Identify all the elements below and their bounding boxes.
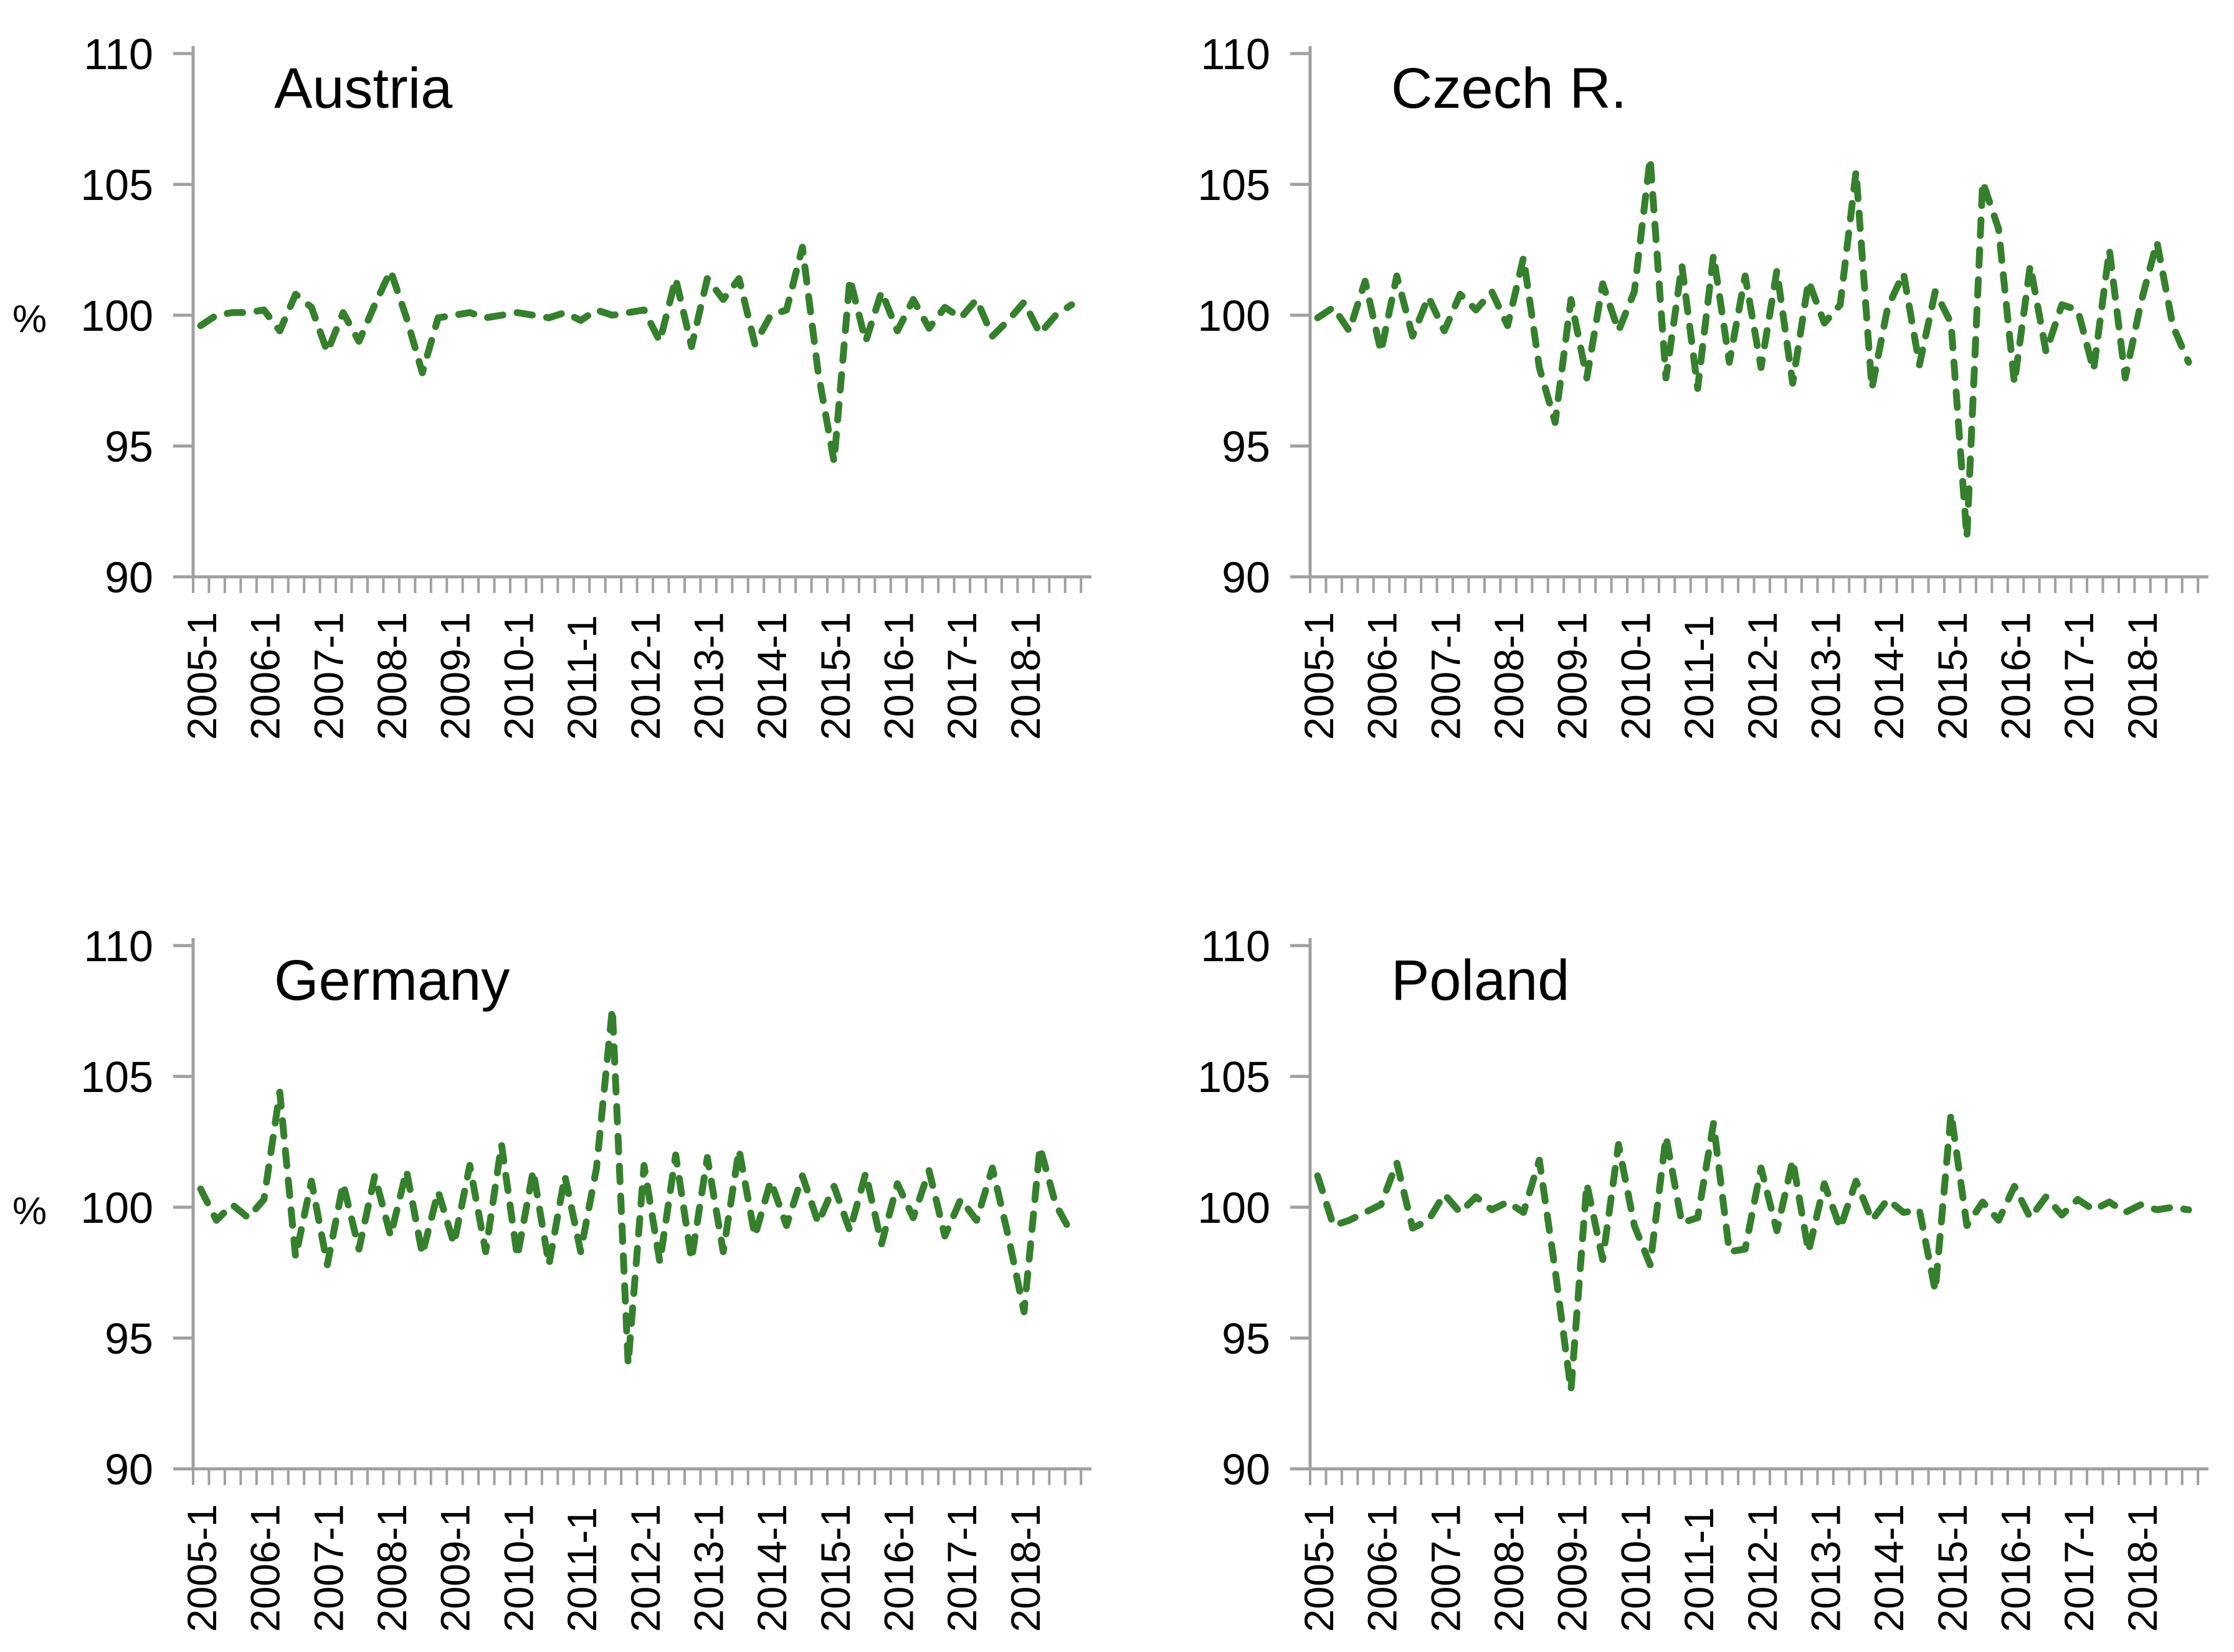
x-tick-label: 2005-1	[1296, 612, 1342, 740]
x-tick-label: 2008-1	[1486, 612, 1532, 740]
chart-title: Germany	[274, 949, 510, 1012]
y-tick-label: 110	[83, 30, 153, 78]
y-tick-label: 105	[1197, 161, 1270, 209]
x-tick-label: 2011-1	[1676, 1507, 1722, 1632]
y-tick-label: 90	[1222, 1445, 1270, 1494]
x-tick-label: 2009-1	[1549, 612, 1595, 740]
x-tick-label: 2007-1	[1422, 1504, 1468, 1632]
x-tick-label: 2016-1	[876, 1504, 922, 1632]
y-tick-label: 100	[80, 1184, 153, 1232]
y-tick-label: 100	[1197, 292, 1270, 340]
x-tick-label: 2010-1	[495, 612, 541, 740]
x-tick-label: 2009-1	[432, 612, 478, 740]
x-tick-label: 2017-1	[939, 1504, 985, 1632]
x-tick-label: 2012-1	[1739, 1504, 1785, 1632]
x-tick-label: 2009-1	[1549, 1504, 1595, 1632]
chart-title: Austria	[274, 57, 453, 120]
y-tick-label: 95	[105, 1314, 153, 1363]
x-tick-label: 2015-1	[812, 1504, 858, 1632]
chart-poland-svg: 110 105 100 95 90 2005-1 2006-1 2007-1 2008-1 200…	[1197, 922, 2208, 1632]
x-tick-label: 2006-1	[1359, 1504, 1405, 1632]
x-tick-label: 2014-1	[1866, 612, 1912, 740]
x-tick-label: 2017-1	[2056, 1504, 2102, 1632]
y-tick-label: 90	[105, 553, 153, 602]
chart-poland: 110 105 100 95 90 2005-1 2006-1 2007-1 2008-1 200…	[1117, 826, 2234, 1652]
x-tick-label: 2008-1	[369, 1504, 415, 1632]
chart-czech-svg: 110 105 100 95 90 2005-1 2006-1 2007-1 2008-1 200…	[1197, 30, 2208, 740]
x-tick-label: 2012-1	[1739, 612, 1785, 740]
x-tick-label: 2007-1	[305, 1504, 351, 1632]
x-tick-label: 2017-1	[939, 612, 985, 740]
x-tick-label: 2012-1	[622, 1504, 668, 1632]
x-tick-label: 2011-1	[1676, 615, 1722, 740]
x-tick-label: 2014-1	[749, 612, 795, 740]
x-tick-label: 2013-1	[685, 612, 731, 740]
x-tick-label: 2018-1	[1002, 612, 1048, 740]
x-tick-label: 2016-1	[1993, 612, 2039, 740]
x-tick-label: 2018-1	[2119, 1504, 2165, 1632]
x-tick-label: 2018-1	[2119, 612, 2165, 740]
x-tick-label: 2015-1	[1929, 1504, 1975, 1632]
x-tick-label: 2016-1	[1993, 1504, 2039, 1632]
x-tick-label: 2006-1	[1359, 612, 1405, 740]
x-tick-label: 2008-1	[1486, 1504, 1532, 1632]
y-tick-label: 90	[105, 1445, 153, 1494]
x-tick-label: 2017-1	[2056, 612, 2102, 740]
y-tick-label: 95	[1222, 422, 1270, 471]
y-tick-label: 90	[1222, 553, 1270, 602]
series-line	[197, 1005, 1075, 1368]
y-tick-label: 100	[1197, 1184, 1270, 1232]
series-line	[1314, 1109, 2192, 1394]
x-tick-label: 2006-1	[242, 612, 288, 740]
x-tick-label: 2016-1	[876, 612, 922, 740]
x-tick-label: 2010-1	[495, 1504, 541, 1632]
y-tick-label: 110	[1200, 30, 1270, 78]
x-tick-label: 2013-1	[1802, 1504, 1848, 1632]
series-line	[197, 244, 1075, 465]
x-tick-label: 2006-1	[242, 1504, 288, 1632]
chart-germany: 110 105 100 95 90 2005-1 2006-1 2007-1 2008-1 200…	[0, 826, 1117, 1652]
x-tick-label: 2012-1	[622, 612, 668, 740]
x-tick-label: 2011-1	[559, 1507, 605, 1632]
y-tick-label: 105	[1197, 1053, 1270, 1101]
y-tick-label: 105	[80, 1053, 153, 1101]
x-tick-label: 2015-1	[1929, 612, 1975, 740]
x-tick-label: 2010-1	[1612, 612, 1658, 740]
y-tick-label: 110	[83, 922, 153, 971]
y-tick-label: 110	[1200, 922, 1270, 971]
y-tick-label: 100	[80, 292, 153, 340]
x-tick-label: 2009-1	[432, 1504, 478, 1632]
x-tick-label: 2010-1	[1612, 1504, 1658, 1632]
x-tick-label: 2007-1	[1422, 612, 1468, 740]
y-tick-label: 95	[1222, 1314, 1270, 1363]
chart-austria: 110 105 100 95 90 2005-1 2006-1 2007-1 2008-1 200…	[0, 0, 1117, 826]
x-tick-label: 2008-1	[369, 612, 415, 740]
x-tick-label: 2005-1	[179, 1504, 225, 1632]
chart-title: Czech R.	[1391, 57, 1627, 120]
y-axis-unit-label: %	[12, 298, 47, 341]
chart-germany-svg: 110 105 100 95 90 2005-1 2006-1 2007-1 2008-1 200…	[80, 922, 1091, 1632]
chart-austria-svg: 110 105 100 95 90 2005-1 2006-1 2007-1 2008-1 200…	[80, 30, 1091, 740]
chart-title: Poland	[1391, 949, 1570, 1012]
x-tick-label: 2011-1	[559, 615, 605, 740]
x-tick-label: 2005-1	[1296, 1504, 1342, 1632]
x-tick-label: 2007-1	[305, 612, 351, 740]
y-tick-label: 95	[105, 422, 153, 471]
x-tick-label: 2014-1	[1866, 1504, 1912, 1632]
x-tick-label: 2005-1	[179, 612, 225, 740]
x-tick-label: 2018-1	[1002, 1504, 1048, 1632]
y-tick-label: 105	[80, 161, 153, 209]
chart-czech: 110 105 100 95 90 2005-1 2006-1 2007-1 2008-1 200…	[1117, 0, 2234, 826]
x-tick-label: 2013-1	[1802, 612, 1848, 740]
x-tick-label: 2015-1	[812, 612, 858, 740]
x-tick-label: 2013-1	[685, 1504, 731, 1632]
x-tick-label: 2014-1	[749, 1504, 795, 1632]
series-line	[1314, 154, 2192, 541]
y-axis-unit-label: %	[12, 1190, 47, 1233]
